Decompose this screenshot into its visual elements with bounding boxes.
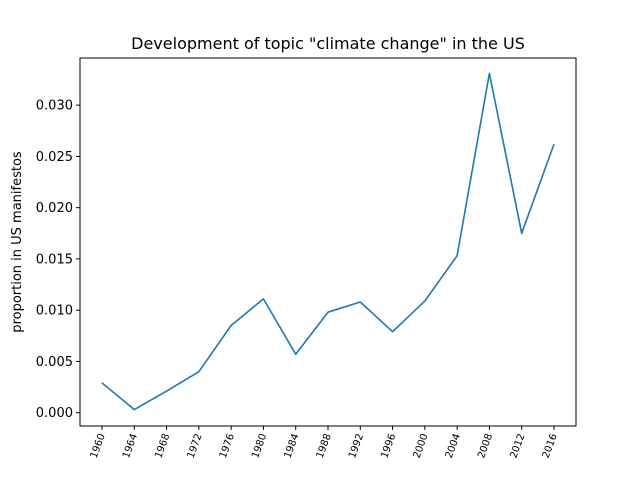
- chart-title: Development of topic "climate change" in…: [131, 34, 525, 53]
- x-tick-label: 1968: [153, 432, 172, 460]
- x-tick-label: 1960: [89, 432, 108, 460]
- x-tick-label: 1976: [218, 432, 237, 460]
- x-tick-label: 1992: [347, 432, 366, 460]
- y-tick-label: 0.015: [36, 252, 73, 267]
- y-tick-label: 0.025: [36, 150, 73, 165]
- series-layer: [101, 72, 555, 411]
- x-tick-label: 2000: [412, 432, 431, 460]
- x-tick-label: 1996: [379, 432, 398, 460]
- y-axis-label: proportion in US manifestos: [10, 151, 25, 333]
- x-tick-label: 1984: [282, 432, 301, 460]
- y-tick-label: 0.020: [36, 201, 73, 216]
- x-tick-label: 2008: [476, 432, 495, 460]
- x-tick-label: 2016: [541, 432, 560, 460]
- y-axis-ticks: 0.000 0.005 0.010 0.015 0.020 0.025 0.030: [36, 99, 80, 421]
- y-tick-label: 0.000: [36, 406, 73, 421]
- x-tick-label: 2004: [444, 432, 463, 460]
- y-tick-label: 0.010: [36, 304, 73, 319]
- y-tick-label: 0.005: [36, 355, 73, 370]
- x-tick-label: 1964: [121, 432, 140, 460]
- x-axis-ticks: 1960 1964 1968 1972 1976 1980 1984 1988 1992 1996…: [89, 426, 560, 460]
- series-line: [101, 72, 555, 411]
- x-tick-label: 2012: [508, 432, 527, 460]
- x-tick-label: 1988: [315, 432, 334, 460]
- x-tick-label: 1980: [250, 432, 269, 460]
- x-tick-label: 1972: [186, 432, 205, 460]
- plot-frame: [79, 57, 577, 427]
- y-tick-label: 0.030: [36, 99, 73, 114]
